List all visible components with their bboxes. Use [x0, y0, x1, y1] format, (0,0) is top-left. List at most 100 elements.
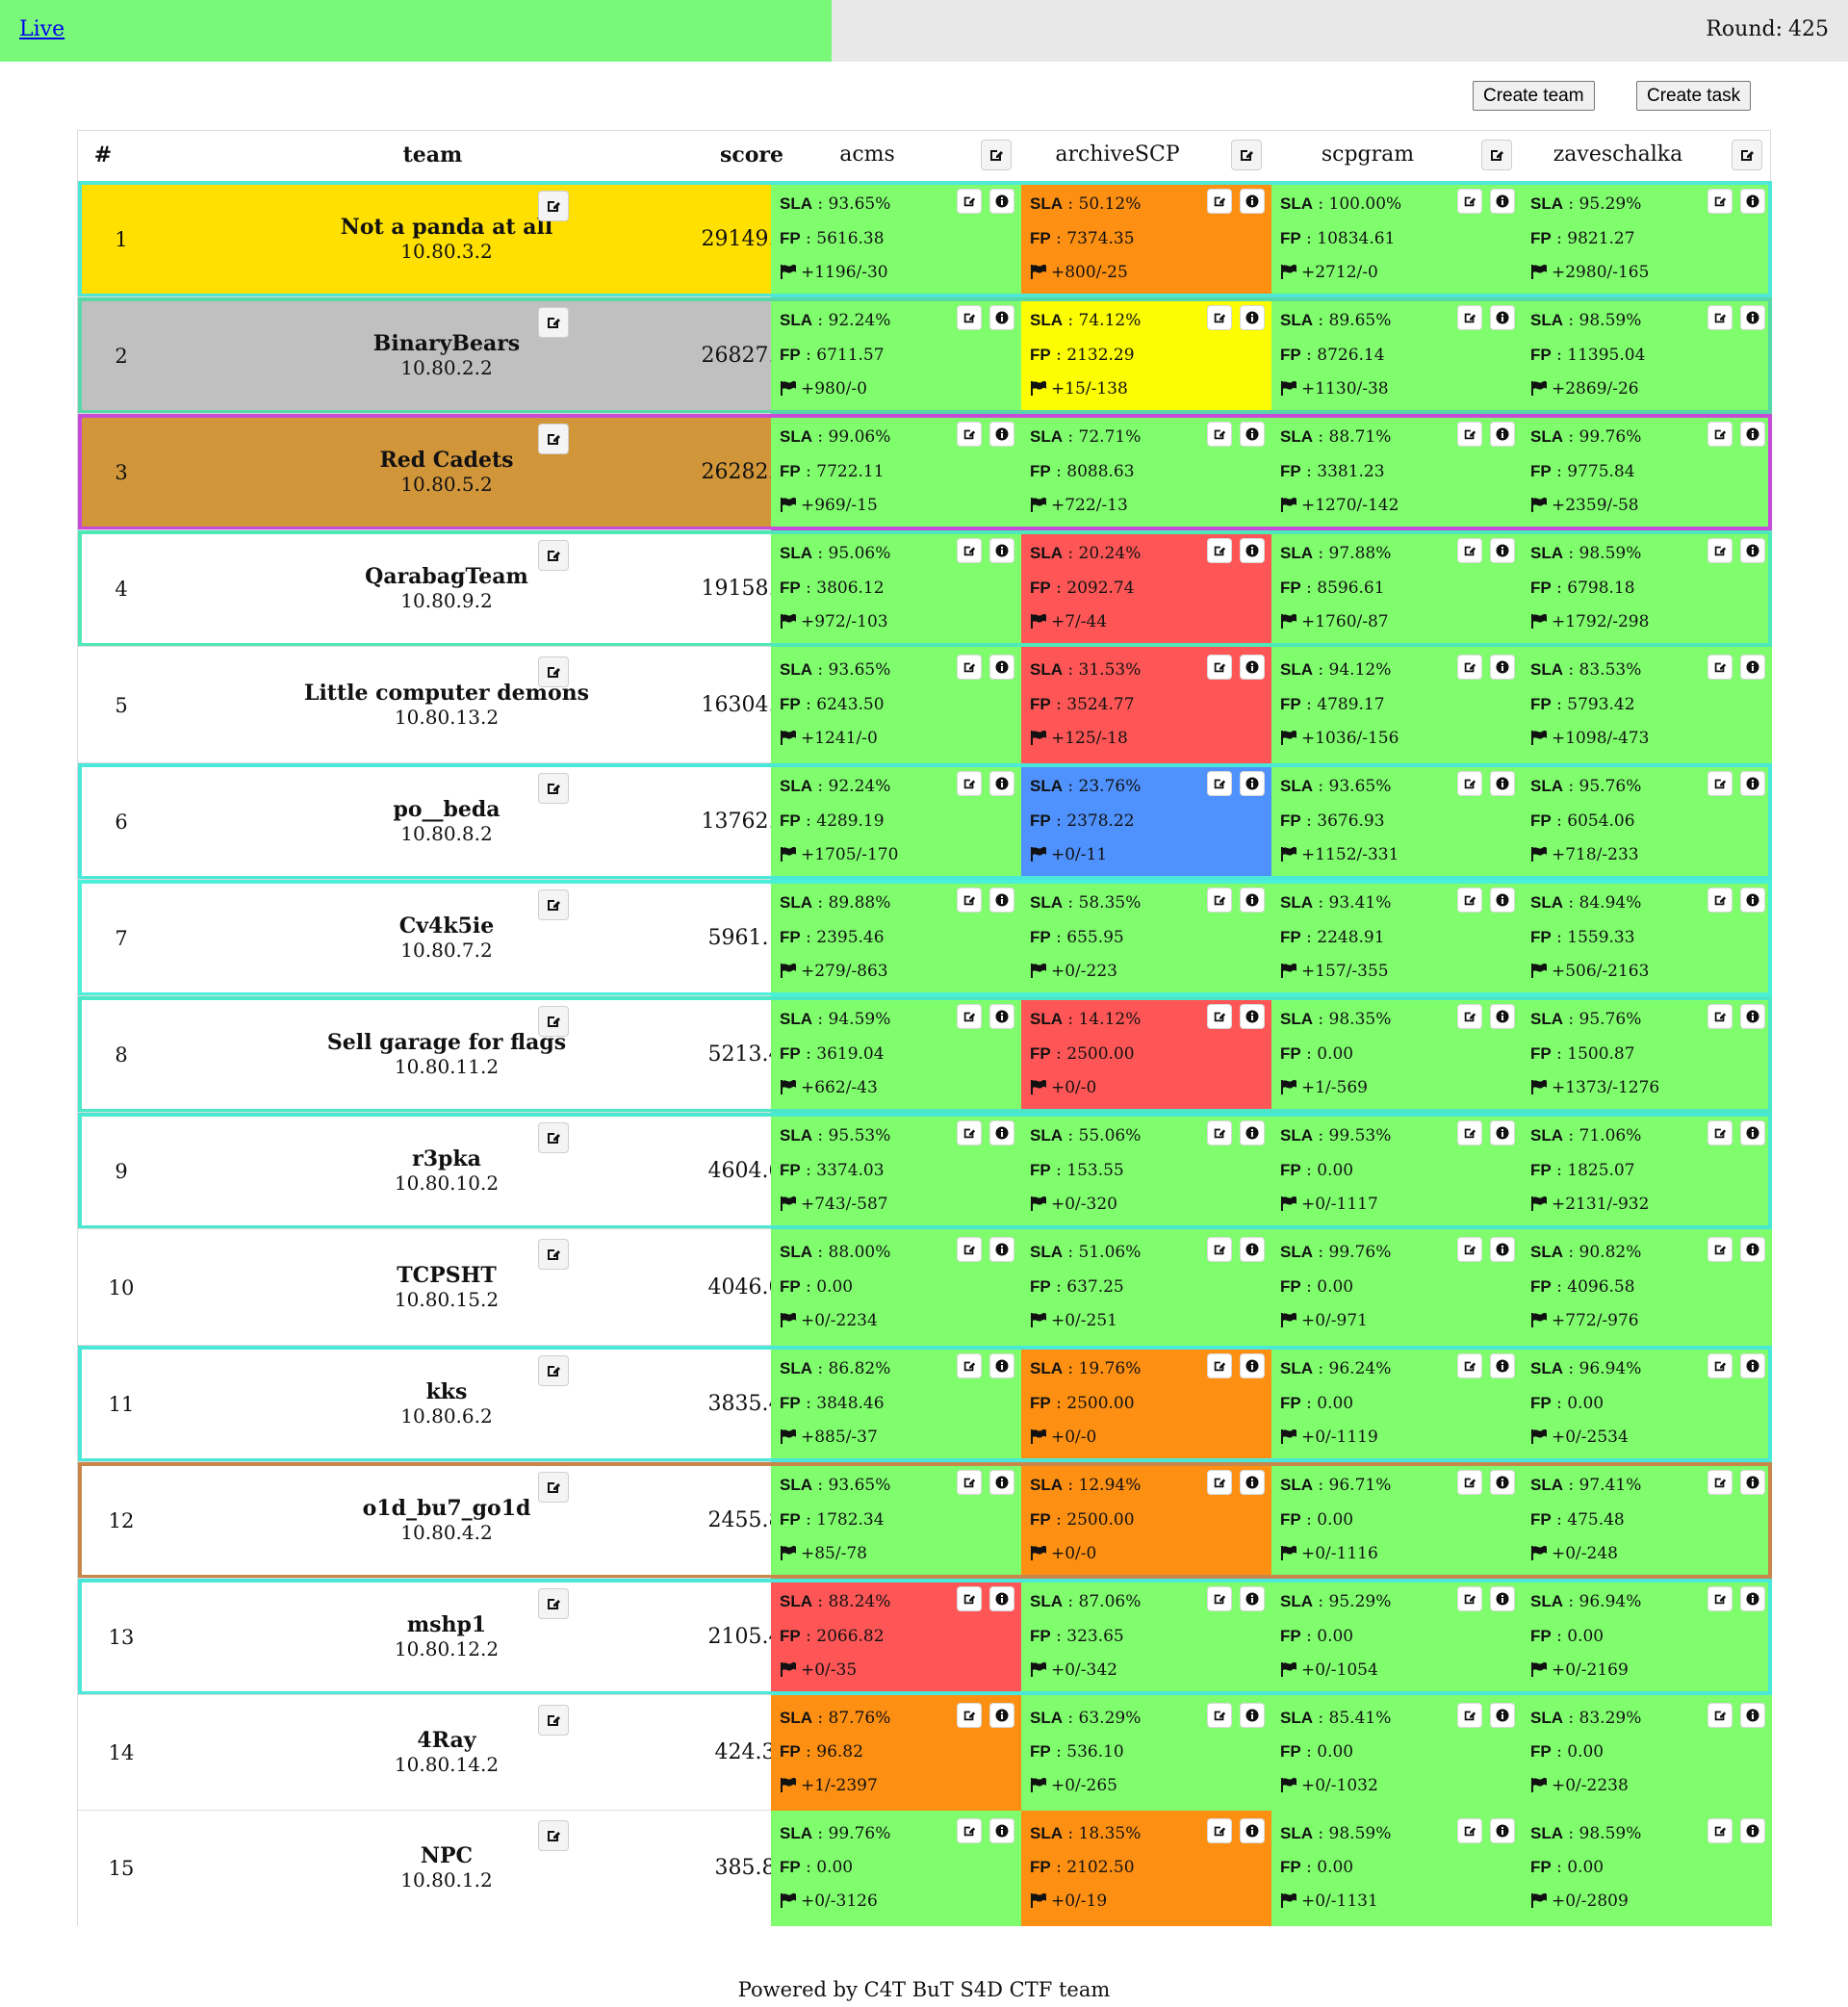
edit-teamtask-icon[interactable]	[1708, 1238, 1732, 1261]
edit-team-icon[interactable]	[538, 656, 569, 687]
info-icon[interactable]	[1491, 1471, 1514, 1494]
edit-teamtask-icon[interactable]	[1708, 190, 1732, 213]
info-icon[interactable]	[1741, 888, 1764, 912]
info-icon[interactable]	[1241, 1471, 1264, 1494]
info-icon[interactable]	[1741, 1121, 1764, 1145]
edit-teamtask-icon[interactable]	[1708, 423, 1732, 446]
edit-teamtask-icon[interactable]	[958, 423, 981, 446]
info-icon[interactable]	[1241, 1587, 1264, 1610]
edit-teamtask-icon[interactable]	[1458, 1587, 1481, 1610]
info-icon[interactable]	[990, 1121, 1014, 1145]
edit-teamtask-icon[interactable]	[958, 1471, 981, 1494]
info-icon[interactable]	[1741, 772, 1764, 795]
edit-teamtask-icon[interactable]	[1708, 1005, 1732, 1028]
edit-team-icon[interactable]	[538, 1588, 569, 1619]
info-icon[interactable]	[1491, 1587, 1514, 1610]
info-icon[interactable]	[1491, 1354, 1514, 1377]
info-icon[interactable]	[990, 1471, 1014, 1494]
info-icon[interactable]	[1491, 888, 1514, 912]
edit-team-icon[interactable]	[538, 307, 569, 338]
edit-team-icon[interactable]	[538, 424, 569, 454]
edit-teamtask-icon[interactable]	[1708, 772, 1732, 795]
info-icon[interactable]	[1741, 656, 1764, 679]
edit-team-icon[interactable]	[538, 191, 569, 221]
edit-task-icon[interactable]	[1481, 140, 1512, 170]
edit-teamtask-icon[interactable]	[1458, 423, 1481, 446]
edit-team-icon[interactable]	[538, 1355, 569, 1386]
edit-teamtask-icon[interactable]	[1708, 1819, 1732, 1842]
edit-teamtask-icon[interactable]	[1208, 539, 1231, 562]
info-icon[interactable]	[1241, 306, 1264, 329]
edit-teamtask-icon[interactable]	[1458, 1238, 1481, 1261]
edit-teamtask-icon[interactable]	[958, 539, 981, 562]
edit-teamtask-icon[interactable]	[958, 1587, 981, 1610]
edit-teamtask-icon[interactable]	[1208, 1587, 1231, 1610]
edit-teamtask-icon[interactable]	[1458, 656, 1481, 679]
info-icon[interactable]	[990, 539, 1014, 562]
info-icon[interactable]	[1241, 1238, 1264, 1261]
info-icon[interactable]	[1741, 1471, 1764, 1494]
edit-team-icon[interactable]	[538, 773, 569, 804]
info-icon[interactable]	[990, 1819, 1014, 1842]
edit-teamtask-icon[interactable]	[1458, 1471, 1481, 1494]
info-icon[interactable]	[990, 306, 1014, 329]
info-icon[interactable]	[1491, 772, 1514, 795]
info-icon[interactable]	[1741, 306, 1764, 329]
edit-teamtask-icon[interactable]	[1208, 423, 1231, 446]
info-icon[interactable]	[1491, 539, 1514, 562]
edit-team-icon[interactable]	[538, 1239, 569, 1270]
edit-teamtask-icon[interactable]	[1208, 1704, 1231, 1727]
edit-teamtask-icon[interactable]	[1208, 656, 1231, 679]
info-icon[interactable]	[1241, 656, 1264, 679]
info-icon[interactable]	[1241, 1005, 1264, 1028]
edit-teamtask-icon[interactable]	[1708, 1587, 1732, 1610]
edit-team-icon[interactable]	[538, 1006, 569, 1037]
info-icon[interactable]	[990, 423, 1014, 446]
edit-teamtask-icon[interactable]	[958, 1819, 981, 1842]
edit-task-icon[interactable]	[981, 140, 1012, 170]
edit-team-icon[interactable]	[538, 889, 569, 920]
edit-task-icon[interactable]	[1231, 140, 1262, 170]
create-team-button[interactable]: Create team	[1473, 81, 1595, 111]
info-icon[interactable]	[990, 772, 1014, 795]
info-icon[interactable]	[1491, 306, 1514, 329]
edit-teamtask-icon[interactable]	[1458, 190, 1481, 213]
edit-teamtask-icon[interactable]	[1208, 190, 1231, 213]
edit-teamtask-icon[interactable]	[1458, 772, 1481, 795]
edit-teamtask-icon[interactable]	[958, 190, 981, 213]
edit-teamtask-icon[interactable]	[1458, 888, 1481, 912]
edit-teamtask-icon[interactable]	[1708, 1471, 1732, 1494]
edit-teamtask-icon[interactable]	[958, 1005, 981, 1028]
edit-teamtask-icon[interactable]	[1458, 306, 1481, 329]
info-icon[interactable]	[990, 1238, 1014, 1261]
edit-teamtask-icon[interactable]	[1208, 1005, 1231, 1028]
edit-teamtask-icon[interactable]	[1208, 888, 1231, 912]
edit-teamtask-icon[interactable]	[958, 1121, 981, 1145]
edit-teamtask-icon[interactable]	[1208, 1121, 1231, 1145]
info-icon[interactable]	[1741, 1819, 1764, 1842]
info-icon[interactable]	[1741, 1238, 1764, 1261]
edit-team-icon[interactable]	[538, 540, 569, 571]
info-icon[interactable]	[1741, 1354, 1764, 1377]
edit-teamtask-icon[interactable]	[958, 888, 981, 912]
edit-teamtask-icon[interactable]	[1208, 1819, 1231, 1842]
info-icon[interactable]	[1491, 1819, 1514, 1842]
info-icon[interactable]	[1741, 539, 1764, 562]
edit-teamtask-icon[interactable]	[1458, 1121, 1481, 1145]
edit-teamtask-icon[interactable]	[958, 306, 981, 329]
info-icon[interactable]	[1741, 423, 1764, 446]
info-icon[interactable]	[1491, 423, 1514, 446]
edit-teamtask-icon[interactable]	[958, 772, 981, 795]
edit-teamtask-icon[interactable]	[1708, 1121, 1732, 1145]
edit-task-icon[interactable]	[1732, 140, 1762, 170]
edit-team-icon[interactable]	[538, 1705, 569, 1736]
info-icon[interactable]	[1491, 1238, 1514, 1261]
info-icon[interactable]	[990, 1587, 1014, 1610]
info-icon[interactable]	[1741, 190, 1764, 213]
edit-teamtask-icon[interactable]	[1708, 539, 1732, 562]
info-icon[interactable]	[1491, 1005, 1514, 1028]
info-icon[interactable]	[990, 1704, 1014, 1727]
info-icon[interactable]	[1241, 1819, 1264, 1842]
edit-teamtask-icon[interactable]	[958, 656, 981, 679]
edit-teamtask-icon[interactable]	[1458, 539, 1481, 562]
